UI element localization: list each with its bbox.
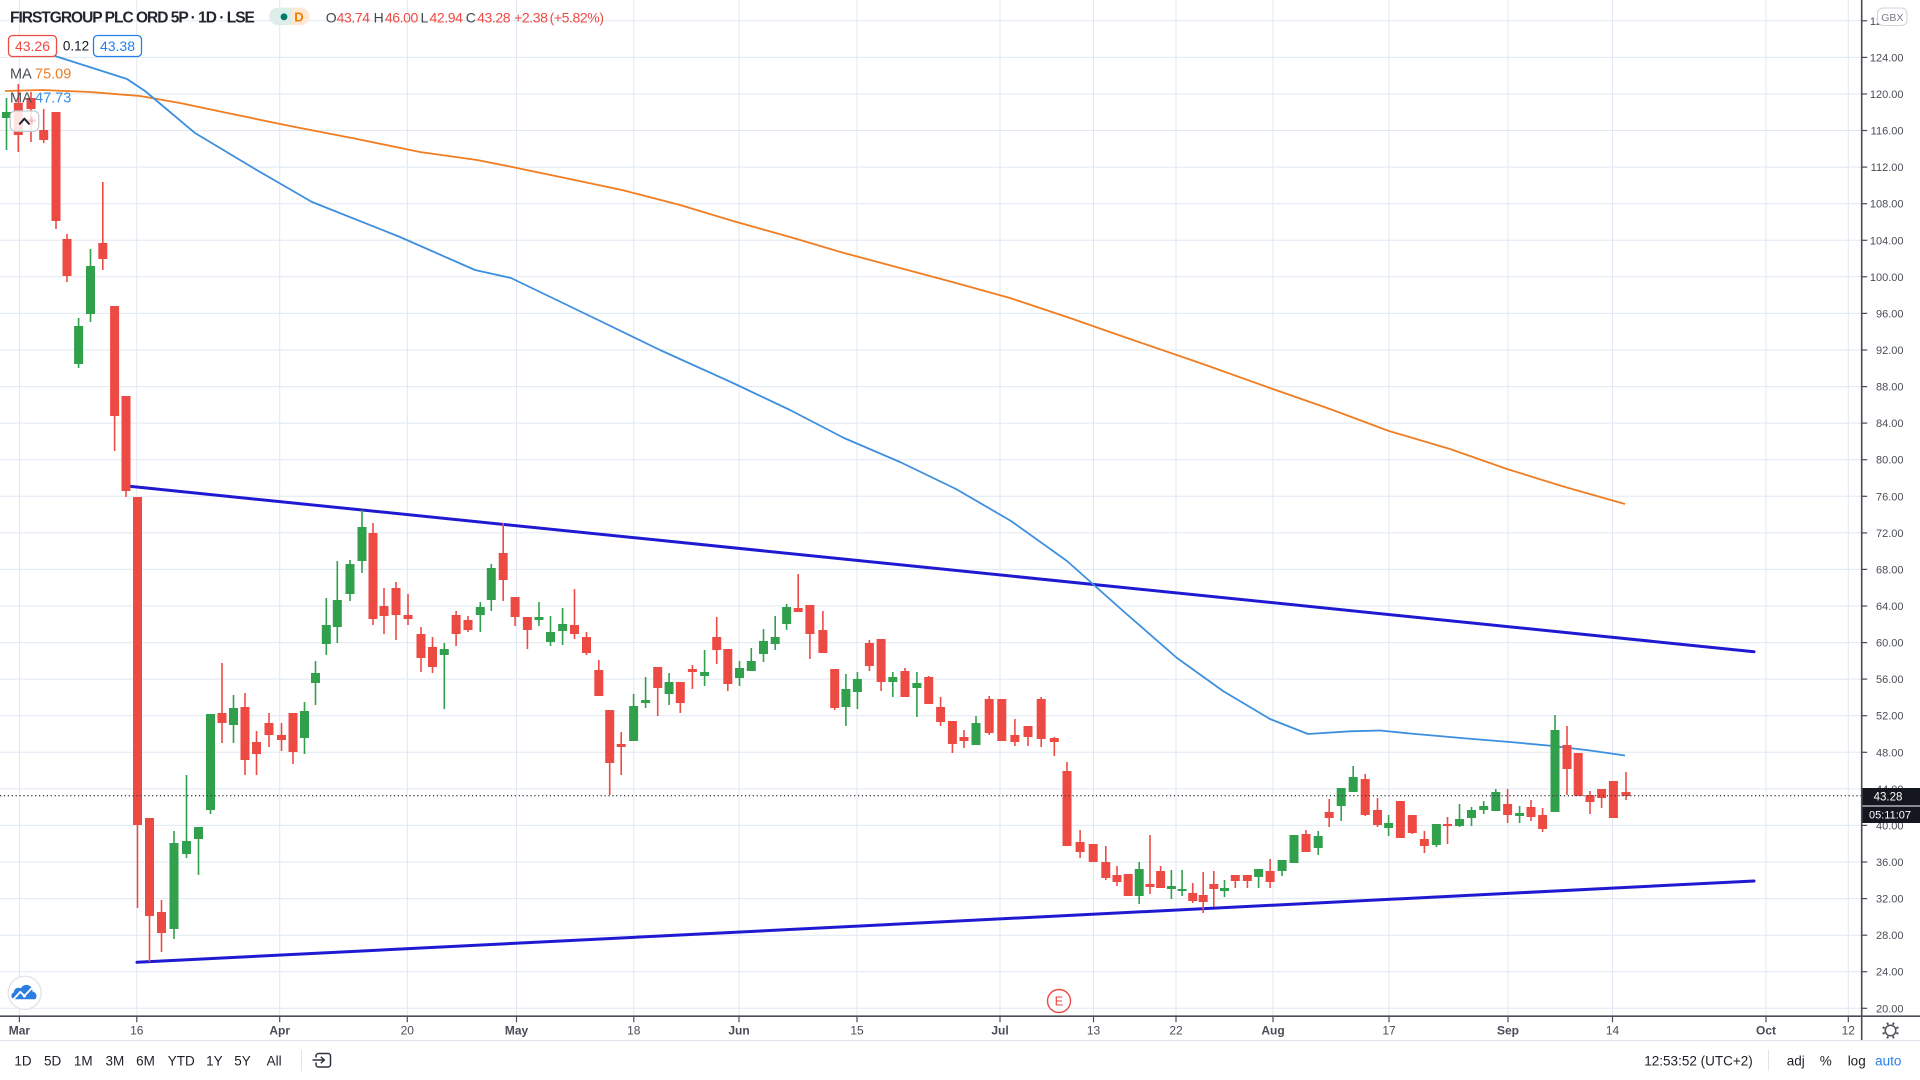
svg-text:20: 20 <box>401 1024 415 1038</box>
svg-text:0.12: 0.12 <box>63 39 89 54</box>
svg-text:E: E <box>1055 994 1064 1009</box>
svg-text:52.00: 52.00 <box>1876 711 1904 723</box>
svg-text:6M: 6M <box>136 1054 155 1069</box>
svg-text:124.00: 124.00 <box>1870 52 1904 64</box>
svg-text:Jul: Jul <box>991 1024 1008 1038</box>
svg-text:56.00: 56.00 <box>1876 674 1904 686</box>
svg-text:auto: auto <box>1875 1054 1901 1069</box>
svg-text:Aug: Aug <box>1261 1024 1284 1038</box>
svg-text:76.00: 76.00 <box>1876 491 1904 503</box>
svg-text:16: 16 <box>130 1024 144 1038</box>
svg-text:28.00: 28.00 <box>1876 930 1904 942</box>
svg-text:88.00: 88.00 <box>1876 382 1904 394</box>
svg-text:5Y: 5Y <box>234 1054 251 1069</box>
svg-text:36.00: 36.00 <box>1876 857 1904 869</box>
svg-text:120.00: 120.00 <box>1870 89 1904 101</box>
svg-text:100.00: 100.00 <box>1870 272 1904 284</box>
svg-text:75.09: 75.09 <box>35 67 71 83</box>
svg-text:O: O <box>326 10 337 26</box>
svg-text:72.00: 72.00 <box>1876 528 1904 540</box>
svg-text:43.74: 43.74 <box>337 10 371 26</box>
svg-text:YTD: YTD <box>168 1054 195 1069</box>
svg-text:22: 22 <box>1169 1024 1183 1038</box>
svg-text:43.28: 43.28 <box>477 10 511 26</box>
svg-text:20.00: 20.00 <box>1876 1003 1904 1015</box>
svg-text:15: 15 <box>850 1024 864 1038</box>
svg-text:18: 18 <box>627 1024 641 1038</box>
svg-text:+2.38: +2.38 <box>514 10 548 26</box>
svg-text:12: 12 <box>1842 1024 1856 1038</box>
svg-text:43.28: 43.28 <box>1874 792 1903 804</box>
svg-text:60.00: 60.00 <box>1876 638 1904 650</box>
svg-text:MA: MA <box>10 67 32 83</box>
svg-text:43.26: 43.26 <box>15 38 50 54</box>
svg-text:104.00: 104.00 <box>1870 235 1904 247</box>
svg-text:FIRSTGROUP PLC ORD 5P · 1D · L: FIRSTGROUP PLC ORD 5P · 1D · LSE <box>10 10 255 27</box>
svg-text:48.00: 48.00 <box>1876 747 1904 759</box>
svg-text:68.00: 68.00 <box>1876 564 1904 576</box>
svg-text:14: 14 <box>1606 1024 1620 1038</box>
svg-text:24.00: 24.00 <box>1876 967 1904 979</box>
svg-text:1D: 1D <box>14 1054 32 1069</box>
svg-text:17: 17 <box>1382 1024 1396 1038</box>
svg-text:MA: MA <box>10 91 32 107</box>
svg-text:13: 13 <box>1087 1024 1101 1038</box>
svg-text:92.00: 92.00 <box>1876 345 1904 357</box>
svg-text:112.00: 112.00 <box>1871 162 1904 174</box>
svg-text:May: May <box>505 1024 529 1038</box>
svg-text:All: All <box>267 1054 282 1069</box>
svg-text:116.00: 116.00 <box>1871 126 1904 138</box>
svg-text:C: C <box>466 10 476 26</box>
svg-text:42.94: 42.94 <box>430 10 464 26</box>
svg-text:(+5.82%): (+5.82%) <box>550 10 604 26</box>
svg-text:%: % <box>1820 1054 1832 1069</box>
svg-text:GBX: GBX <box>1881 12 1903 24</box>
svg-text:47.73: 47.73 <box>35 91 71 107</box>
svg-text:3M: 3M <box>106 1054 125 1069</box>
svg-text:Jun: Jun <box>728 1024 749 1038</box>
svg-text:96.00: 96.00 <box>1876 308 1904 320</box>
svg-text:43.38: 43.38 <box>100 38 135 54</box>
svg-text:64.00: 64.00 <box>1876 601 1904 613</box>
svg-text:05:11:07: 05:11:07 <box>1869 810 1911 822</box>
svg-text:1Y: 1Y <box>206 1054 223 1069</box>
svg-text:Oct: Oct <box>1756 1024 1776 1038</box>
svg-text:80.00: 80.00 <box>1876 455 1904 467</box>
svg-text:12:53:52 (UTC+2): 12:53:52 (UTC+2) <box>1644 1054 1752 1069</box>
svg-text:Apr: Apr <box>269 1024 290 1038</box>
svg-text:46.00: 46.00 <box>385 10 419 26</box>
svg-text:H: H <box>374 10 384 26</box>
svg-text:Mar: Mar <box>9 1024 31 1038</box>
svg-text:32.00: 32.00 <box>1876 894 1904 906</box>
svg-text:1M: 1M <box>74 1054 93 1069</box>
svg-text:D: D <box>294 10 303 25</box>
svg-text:84.00: 84.00 <box>1876 418 1904 430</box>
svg-text:5D: 5D <box>44 1054 62 1069</box>
svg-text:40.00: 40.00 <box>1876 820 1904 832</box>
svg-text:adj: adj <box>1787 1054 1805 1069</box>
svg-text:log: log <box>1848 1054 1866 1069</box>
svg-text:Sep: Sep <box>1497 1024 1519 1038</box>
svg-text:L: L <box>421 10 429 26</box>
svg-text:108.00: 108.00 <box>1870 199 1904 211</box>
